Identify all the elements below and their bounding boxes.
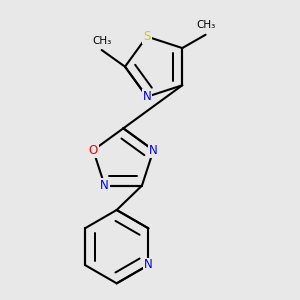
Text: CH₃: CH₃ xyxy=(92,36,111,46)
Text: CH₃: CH₃ xyxy=(196,20,215,30)
Text: S: S xyxy=(143,30,151,43)
Text: N: N xyxy=(100,179,109,192)
Text: N: N xyxy=(142,90,151,103)
Text: N: N xyxy=(144,259,153,272)
Text: N: N xyxy=(149,144,158,157)
Text: O: O xyxy=(88,144,98,157)
